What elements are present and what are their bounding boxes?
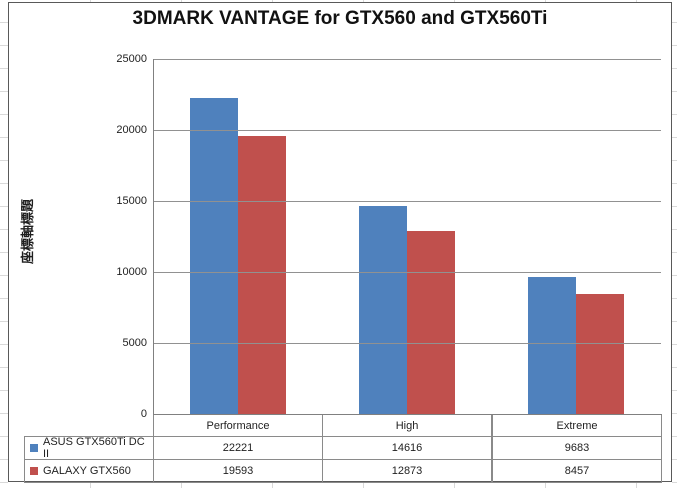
x-axis-line bbox=[153, 414, 662, 415]
legend-row-galaxy-gtx560: GALAXY GTX560 bbox=[24, 459, 154, 483]
category-header-performance: Performance bbox=[153, 414, 323, 437]
spreadsheet-gridlines-bottom bbox=[0, 483, 677, 488]
gridline-5000 bbox=[153, 343, 661, 344]
spreadsheet-gridlines-left bbox=[0, 0, 8, 488]
y-tick-label-0: 0 bbox=[140, 408, 147, 420]
gridline-15000 bbox=[153, 201, 661, 202]
legend-swatch-icon bbox=[30, 467, 38, 475]
bar-asus-gtx560ti-dc-ii-extreme[interactable] bbox=[528, 277, 576, 414]
y-tick-label-5000: 5000 bbox=[122, 337, 147, 349]
bar-galaxy-gtx560-performance[interactable] bbox=[238, 136, 286, 414]
y-tick-label-25000: 25000 bbox=[116, 53, 147, 65]
y-axis-line bbox=[153, 59, 154, 415]
gridline-10000 bbox=[153, 272, 661, 273]
bar-asus-gtx560ti-dc-ii-high[interactable] bbox=[359, 206, 407, 414]
y-tick-label-10000: 10000 bbox=[116, 266, 147, 278]
table-value: 9683 bbox=[492, 436, 662, 460]
bar-galaxy-gtx560-extreme[interactable] bbox=[576, 294, 624, 414]
legend-swatch-icon bbox=[30, 444, 38, 452]
legend-row-asus-gtx560ti-dc-ii: ASUS GTX560Ti DC II bbox=[24, 436, 154, 460]
table-value: 22221 bbox=[153, 436, 323, 460]
chart-title: 3DMARK VANTAGE for GTX560 and GTX560Ti bbox=[132, 8, 548, 29]
table-value: 14616 bbox=[322, 436, 492, 460]
spreadsheet-gridlines-right bbox=[672, 0, 677, 488]
y-axis-title: 座標軸標題 bbox=[19, 198, 35, 264]
chart-area[interactable]: 3DMARK VANTAGE for GTX560 and GTX560Ti 座… bbox=[8, 2, 672, 483]
table-value: 8457 bbox=[492, 459, 662, 483]
y-tick-label-20000: 20000 bbox=[116, 124, 147, 136]
bar-galaxy-gtx560-high[interactable] bbox=[407, 231, 455, 414]
gridline-20000 bbox=[153, 130, 661, 131]
table-value: 19593 bbox=[153, 459, 323, 483]
category-header-high: High bbox=[322, 414, 492, 437]
series-name: GALAXY GTX560 bbox=[43, 465, 131, 477]
bar-asus-gtx560ti-dc-ii-performance[interactable] bbox=[190, 98, 238, 414]
category-header-extreme: Extreme bbox=[492, 414, 662, 437]
series-name: ASUS GTX560Ti DC II bbox=[43, 436, 145, 460]
gridline-25000 bbox=[153, 59, 661, 60]
y-tick-label-15000: 15000 bbox=[116, 195, 147, 207]
table-value: 12873 bbox=[322, 459, 492, 483]
